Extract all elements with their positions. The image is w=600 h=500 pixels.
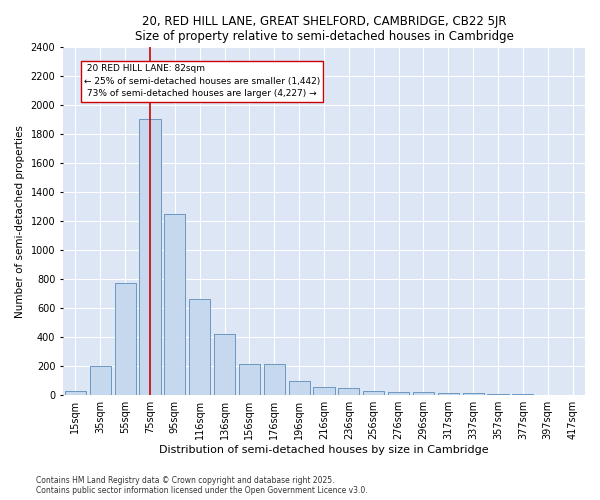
- Text: 20 RED HILL LANE: 82sqm
← 25% of semi-detached houses are smaller (1,442)
 73% o: 20 RED HILL LANE: 82sqm ← 25% of semi-de…: [84, 64, 320, 98]
- Bar: [214, 334, 235, 395]
- Bar: [139, 120, 161, 395]
- Bar: [363, 391, 384, 395]
- Bar: [263, 364, 285, 395]
- Title: 20, RED HILL LANE, GREAT SHELFORD, CAMBRIDGE, CB22 5JR
Size of property relative: 20, RED HILL LANE, GREAT SHELFORD, CAMBR…: [134, 15, 514, 43]
- Bar: [164, 214, 185, 395]
- Text: Contains HM Land Registry data © Crown copyright and database right 2025.
Contai: Contains HM Land Registry data © Crown c…: [36, 476, 368, 495]
- Bar: [313, 386, 335, 395]
- Bar: [189, 300, 210, 395]
- Bar: [338, 388, 359, 395]
- Bar: [413, 392, 434, 395]
- Bar: [289, 380, 310, 395]
- Bar: [89, 366, 111, 395]
- Bar: [487, 394, 509, 395]
- Bar: [512, 394, 533, 395]
- X-axis label: Distribution of semi-detached houses by size in Cambridge: Distribution of semi-detached houses by …: [159, 445, 489, 455]
- Bar: [438, 393, 459, 395]
- Bar: [463, 394, 484, 395]
- Y-axis label: Number of semi-detached properties: Number of semi-detached properties: [15, 124, 25, 318]
- Bar: [65, 391, 86, 395]
- Bar: [388, 392, 409, 395]
- Bar: [115, 284, 136, 395]
- Bar: [239, 364, 260, 395]
